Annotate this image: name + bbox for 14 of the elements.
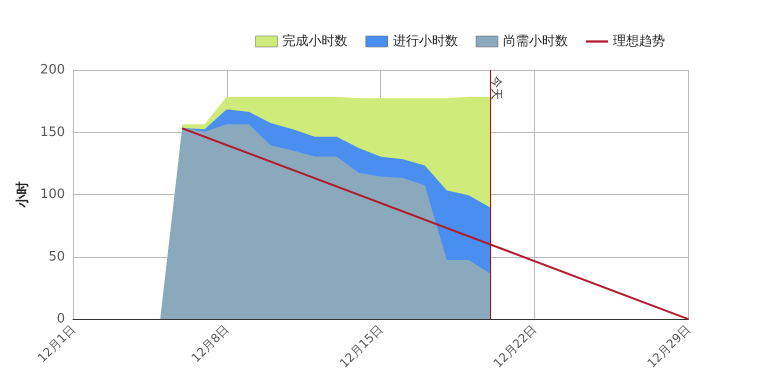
- legend-label: 进行小时数: [392, 34, 458, 49]
- legend-label: 理想趋势: [613, 34, 665, 49]
- y-axis-title: 小时: [15, 182, 30, 208]
- y-tick-label: 100: [40, 187, 65, 202]
- y-tick-label: 50: [48, 249, 65, 264]
- x-tick-label: 12月22日: [490, 322, 540, 370]
- x-tick-label: 12月15日: [337, 322, 386, 370]
- legend-label: 尚需小时数: [503, 34, 568, 49]
- x-tick-label: 12月8日: [188, 322, 232, 366]
- x-tick-label: 12月29日: [644, 322, 693, 370]
- ref-line-label: 今天: [489, 76, 504, 100]
- y-tick-label: 150: [40, 124, 65, 140]
- legend-label: 完成小时数: [282, 33, 348, 49]
- y-tick-label: 200: [40, 62, 65, 78]
